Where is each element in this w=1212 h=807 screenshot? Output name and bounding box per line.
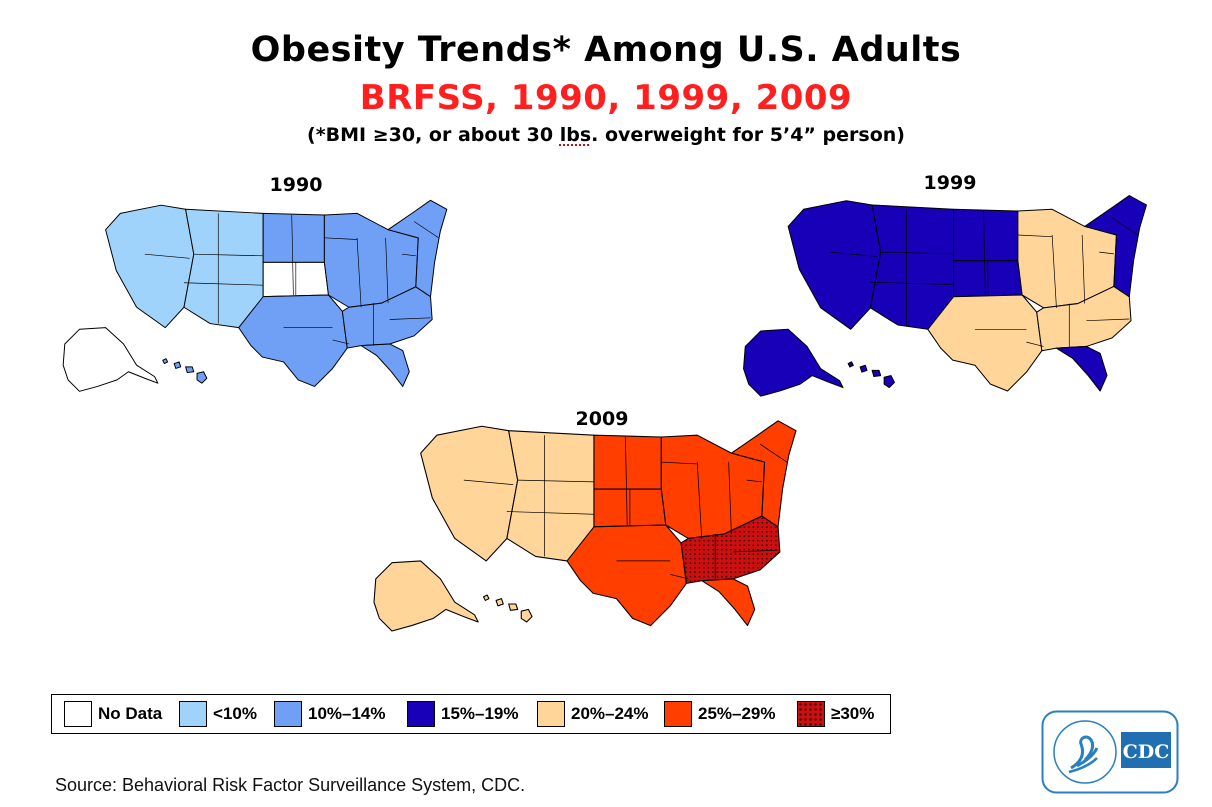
- map-year-label-1999: 1999: [923, 172, 977, 194]
- state-border: [983, 210, 986, 296]
- state-border: [1086, 318, 1130, 322]
- legend: No Data <10% 10%–14% 15%–19% 20%–24% 25%–29% ≥…: [51, 694, 891, 734]
- state-border: [332, 339, 349, 345]
- state-border: [1111, 217, 1139, 236]
- legend-swatch: [407, 701, 435, 727]
- bmi-note-after: . overweight for 5’4” person): [591, 124, 905, 146]
- state-border: [1081, 234, 1086, 304]
- region-alaska-2009: [373, 560, 479, 632]
- state-border: [183, 282, 264, 286]
- legend-label: 20%–24%: [571, 704, 649, 723]
- cdc-logo-text: CDC: [1123, 741, 1170, 763]
- state-border: [414, 221, 439, 239]
- state-border: [193, 253, 264, 257]
- bmi-note-before: (*BMI ≥30, or about 30: [307, 124, 560, 146]
- legend-label: <10%: [213, 704, 257, 723]
- state-border: [1099, 251, 1114, 255]
- legend-swatch: [797, 701, 825, 727]
- region-southeast-1990: [341, 286, 433, 349]
- cdc-logo-box: [1121, 732, 1171, 768]
- legend-swatch: [179, 701, 207, 727]
- state-border: [1026, 341, 1044, 347]
- state-border: [389, 317, 431, 320]
- region-mountain-1999: [869, 204, 955, 330]
- map-svg-1990: [62, 199, 448, 392]
- legend-swatch: [64, 701, 92, 727]
- region-mountain-2009: [506, 430, 595, 562]
- state-border: [401, 253, 416, 257]
- region-northeast-1990: [387, 199, 448, 298]
- map-svg-1999: [743, 195, 1147, 397]
- region-florida-1990: [360, 343, 410, 387]
- state-border: [661, 461, 698, 465]
- state-border: [356, 237, 362, 308]
- bmi-note-lbs: lbs: [559, 124, 592, 146]
- hhs-seal-icon: [1053, 720, 1117, 784]
- state-border: [144, 253, 190, 259]
- legend-label: ≥30%: [831, 704, 875, 723]
- region-hawaii-2009: [482, 594, 533, 623]
- legend-swatch: [664, 701, 692, 727]
- region-alaska-1999: [743, 328, 844, 397]
- state-border: [728, 462, 732, 534]
- state-border: [324, 237, 358, 240]
- region-west-1999: [787, 200, 882, 330]
- region-west-2009: [420, 425, 519, 562]
- state-border: [696, 462, 703, 539]
- region-hawaii-1990: [162, 358, 208, 384]
- region-west-1990: [105, 204, 195, 329]
- state-border: [463, 479, 514, 485]
- region-southeast-1999: [1036, 285, 1132, 352]
- region-plains_north-1999: [953, 208, 1019, 262]
- region-northeast-2009: [730, 420, 797, 528]
- region-plains_north-1990: [262, 212, 325, 263]
- region-alaska-1990: [62, 327, 159, 392]
- state-border: [1017, 234, 1053, 238]
- region-florida-2009: [701, 578, 756, 627]
- state-border: [870, 281, 954, 286]
- map-year-label-2009: 2009: [575, 408, 629, 430]
- state-border: [829, 251, 877, 257]
- state-border: [506, 511, 594, 515]
- legend-label: No Data: [98, 704, 163, 723]
- region-northeast-1999: [1084, 195, 1147, 298]
- region-mountain-1990: [183, 208, 264, 329]
- state-border: [291, 214, 294, 296]
- page-title: Obesity Trends* Among U.S. Adults: [250, 30, 962, 70]
- legend-swatch: [537, 701, 565, 727]
- region-south_central-1999: [927, 294, 1043, 392]
- map-1999: [735, 180, 1155, 410]
- region-southeast-2009: [680, 515, 781, 584]
- state-border: [746, 479, 762, 483]
- cdc-logo: CDC: [1041, 710, 1179, 794]
- state-border: [733, 549, 779, 553]
- map-year-label-1990: 1990: [269, 174, 323, 196]
- state-border: [385, 237, 389, 304]
- region-south_central-1990: [238, 294, 348, 387]
- bmi-note: (*BMI ≥30, or about 30 lbs. overweight f…: [0, 124, 1212, 146]
- legend-label: 10%–14%: [308, 704, 386, 723]
- state-border: [625, 436, 628, 526]
- map-svg-2009: [373, 420, 797, 632]
- region-hawaii-1999: [847, 361, 895, 389]
- map-1990: [55, 180, 455, 410]
- page-subtitle: BRFSS, 1990, 1999, 2009: [359, 78, 853, 118]
- map-2009: [365, 405, 805, 645]
- legend-label: 15%–19%: [441, 704, 519, 723]
- source-note: Source: Behavioral Risk Factor Surveilla…: [55, 775, 526, 795]
- region-plains_north-2009: [593, 434, 662, 490]
- state-border: [517, 479, 594, 483]
- state-border: [1051, 234, 1057, 308]
- region-florida-1999: [1055, 345, 1108, 392]
- legend-swatch: [274, 701, 302, 727]
- state-border: [880, 251, 954, 255]
- state-border: [670, 574, 689, 580]
- region-south_central-2009: [566, 524, 688, 627]
- legend-label: 25%–29%: [698, 704, 776, 723]
- state-border: [759, 443, 788, 463]
